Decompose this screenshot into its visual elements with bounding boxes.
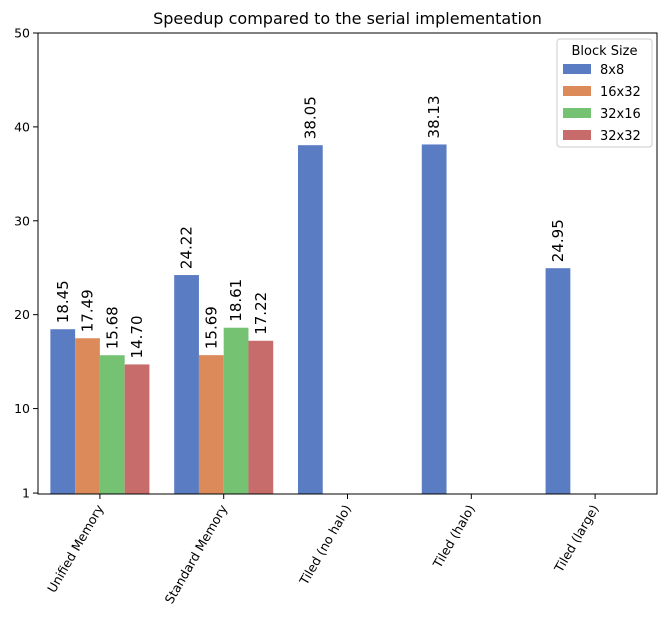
y-tick-label: 1 bbox=[22, 486, 30, 501]
bar-8x8-2 bbox=[174, 275, 199, 494]
y-tick-label: 40 bbox=[14, 119, 30, 134]
y-tick-label: 50 bbox=[14, 26, 30, 41]
bars-layer bbox=[50, 144, 571, 494]
y-axis: 1 10 20 30 40 50 bbox=[14, 26, 38, 501]
legend-title: Block Size bbox=[572, 44, 638, 59]
data-label-8x8-4: 38.13 bbox=[425, 95, 443, 138]
legend-label-32x16: 32x16 bbox=[600, 107, 641, 122]
legend-swatch-32x32 bbox=[563, 130, 591, 140]
bar-8x8-3 bbox=[297, 145, 323, 494]
legend-swatch-16x32 bbox=[563, 86, 591, 96]
bar-8x8-5 bbox=[545, 268, 571, 494]
data-label-16x32-2: 15.69 bbox=[202, 306, 220, 349]
data-label-8x8-3: 38.05 bbox=[301, 96, 319, 139]
y-tick-label: 20 bbox=[14, 307, 30, 322]
bar-16x32-1 bbox=[75, 338, 100, 494]
chart-title: Speedup compared to the serial implement… bbox=[153, 9, 542, 28]
data-label-32x16-1: 15.68 bbox=[103, 306, 121, 349]
bar-16x32-2 bbox=[198, 355, 224, 494]
data-label-8x8-2: 24.22 bbox=[178, 226, 196, 269]
bar-32x32-2 bbox=[248, 340, 274, 494]
bar-8x8-1 bbox=[50, 329, 76, 494]
data-label-32x32-2: 17.22 bbox=[252, 292, 270, 335]
data-label-8x8-1: 18.45 bbox=[54, 280, 72, 323]
y-tick-label: 10 bbox=[14, 401, 30, 416]
bar-32x16-2 bbox=[223, 327, 249, 494]
legend-label-8x8: 8x8 bbox=[600, 63, 624, 78]
legend-label-32x32: 32x32 bbox=[600, 129, 641, 144]
legend: Block Size 8x8 16x32 32x16 32x32 bbox=[556, 38, 653, 148]
legend-swatch-32x16 bbox=[563, 108, 591, 118]
y-tick-label: 30 bbox=[14, 213, 30, 228]
bar-8x8-4 bbox=[421, 144, 447, 494]
data-labels-layer: 18.45 17.49 15.68 14.70 24.22 15.69 18.61 17.22… bbox=[54, 95, 567, 358]
data-label-32x32-1: 14.70 bbox=[128, 315, 146, 358]
legend-label-16x32: 16x32 bbox=[600, 85, 641, 100]
data-label-8x8-5: 24.95 bbox=[549, 219, 567, 262]
data-label-16x32-1: 17.49 bbox=[79, 289, 97, 332]
data-label-32x16-2: 18.61 bbox=[227, 279, 245, 322]
bar-32x16-1 bbox=[99, 355, 125, 494]
bar-32x32-1 bbox=[124, 364, 150, 494]
legend-swatch-8x8 bbox=[563, 64, 591, 74]
